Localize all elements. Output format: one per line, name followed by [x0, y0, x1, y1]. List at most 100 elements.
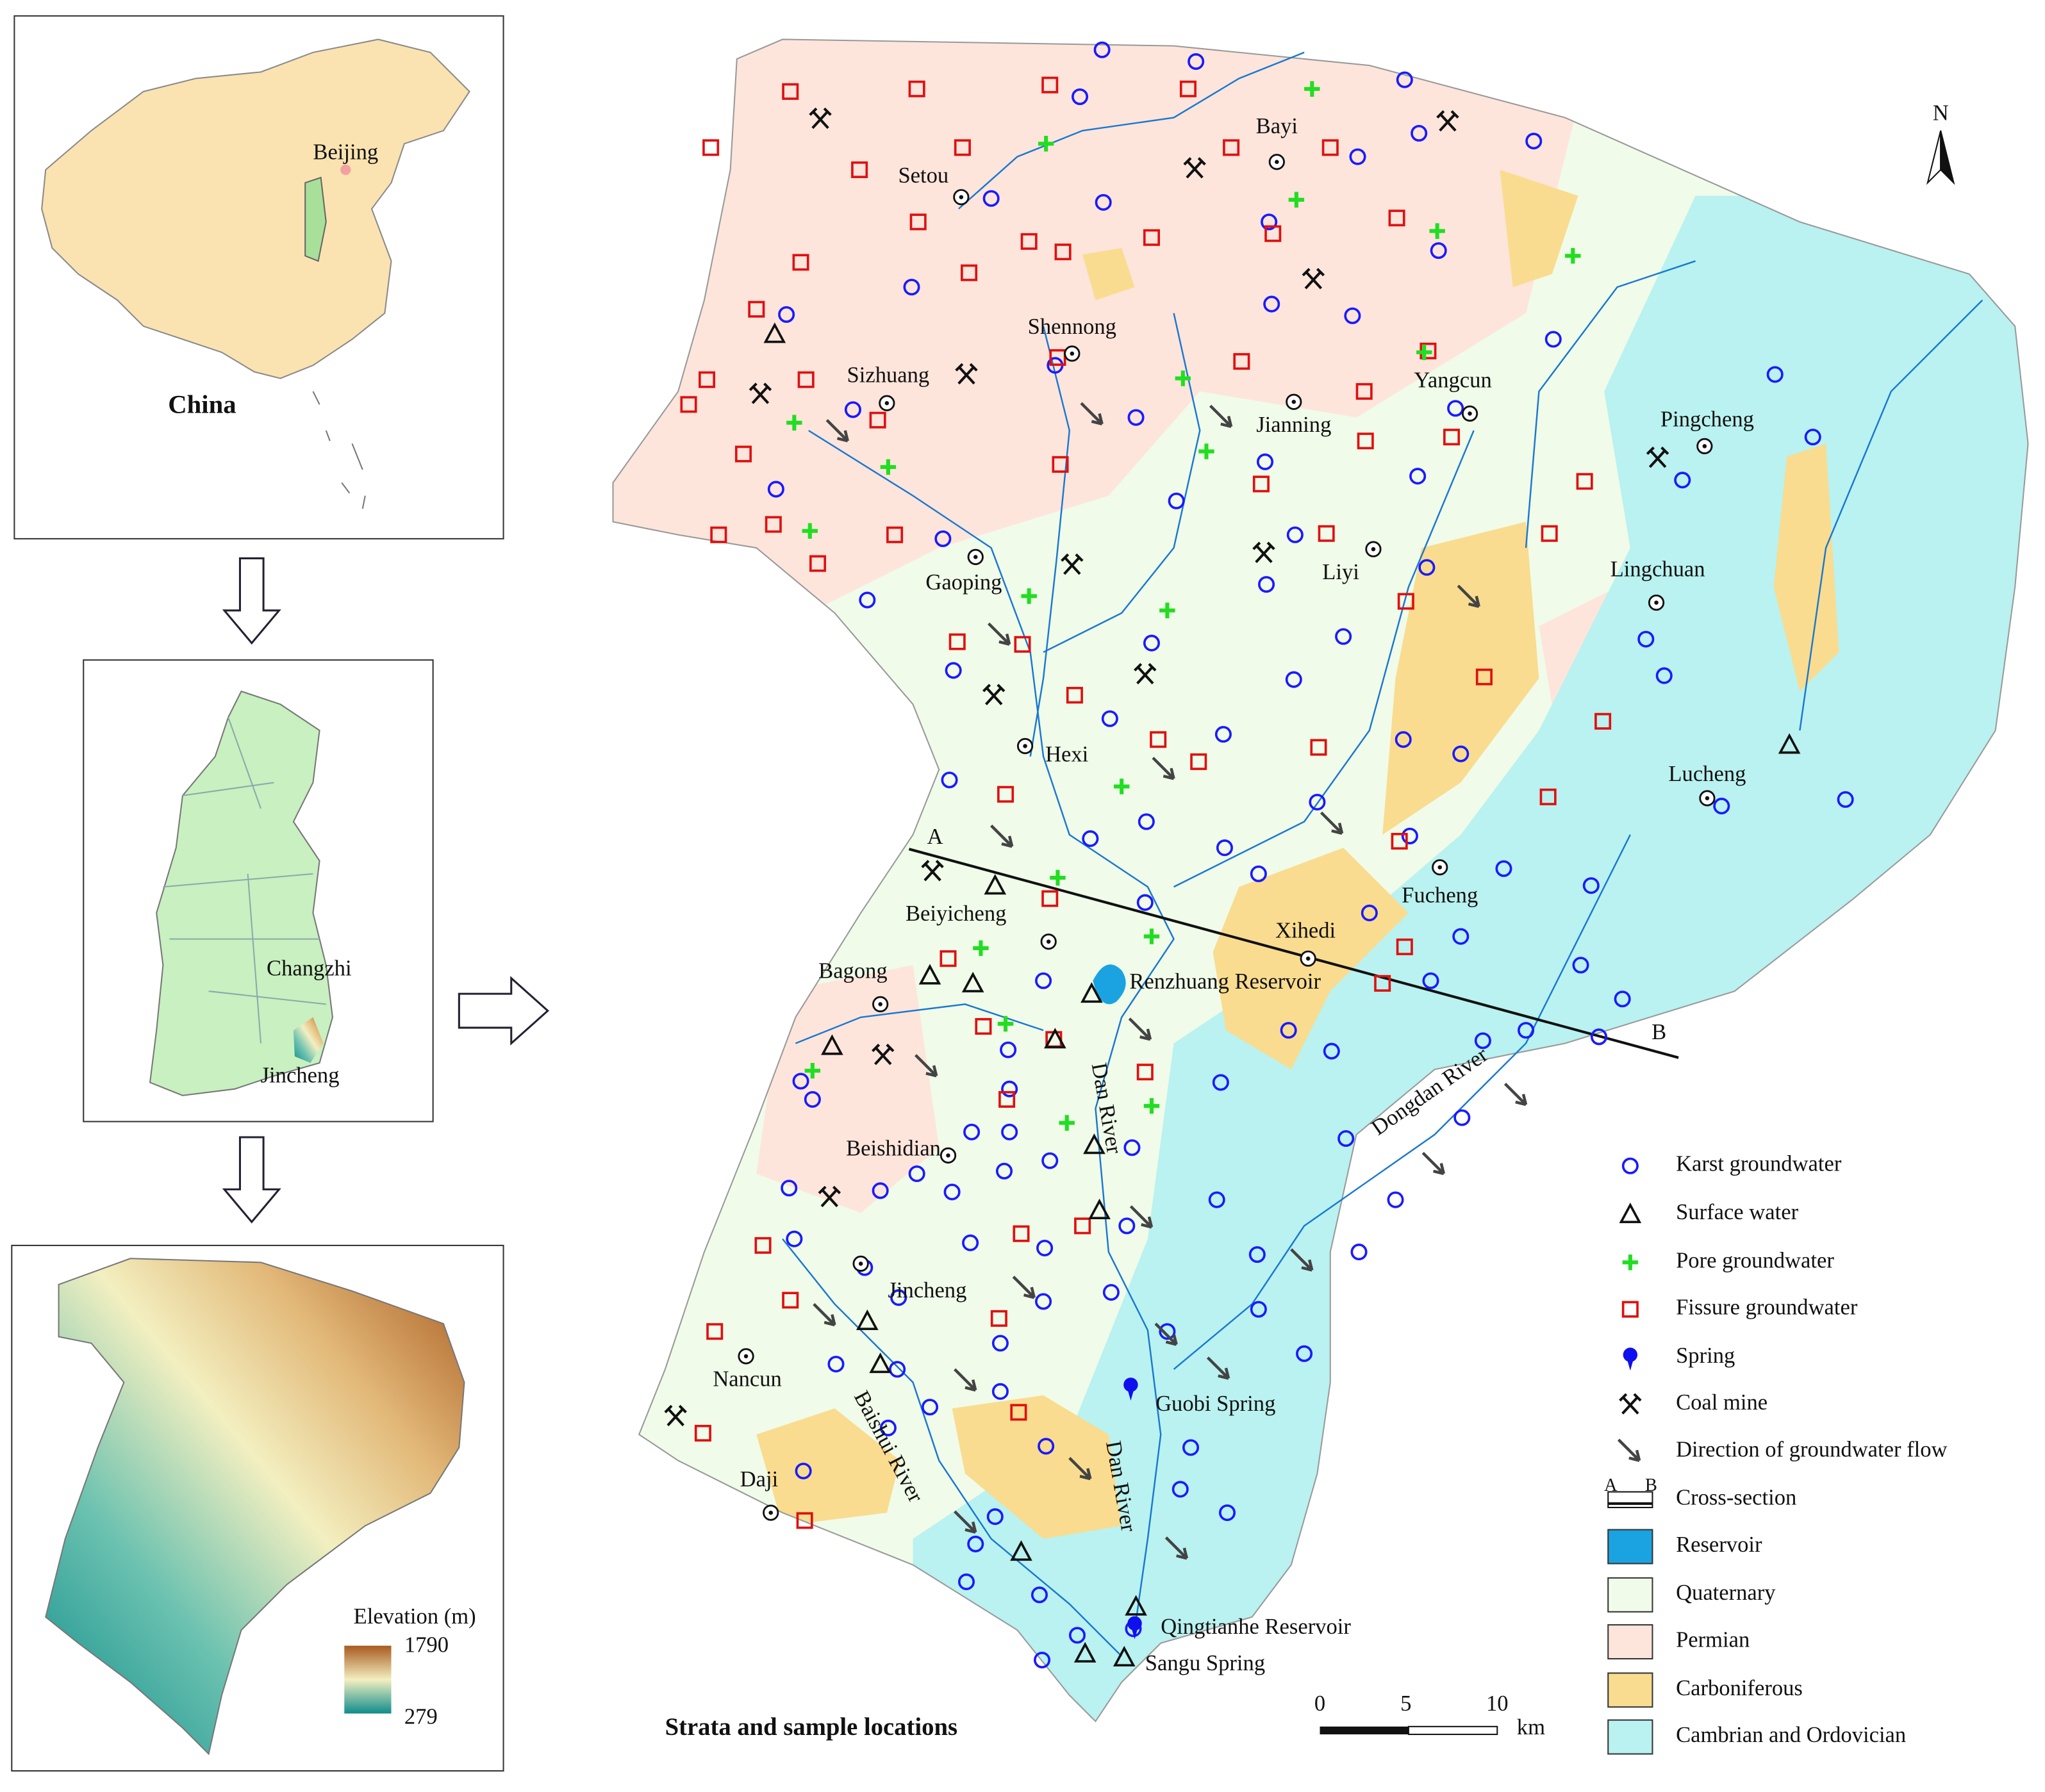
karst-sample	[859, 591, 876, 609]
karst-sample	[1309, 793, 1326, 810]
province-shape	[149, 690, 333, 1096]
flow-arrow	[1209, 404, 1233, 429]
fissure-sample	[694, 1424, 711, 1442]
fissure-sample	[797, 371, 815, 388]
river	[1173, 834, 1631, 1370]
coal-mine	[872, 1044, 895, 1065]
fissure-sample	[998, 1090, 1016, 1108]
legend-label: Fissure groundwater	[1676, 1295, 1858, 1320]
surface-sample	[821, 1034, 843, 1055]
flow-arrow	[1421, 1151, 1446, 1176]
karst-sample	[1208, 1191, 1225, 1208]
city-label: Beijing	[313, 140, 378, 164]
surface-sample	[763, 322, 786, 343]
place-label: Beiyicheng	[906, 901, 1006, 926]
karst-sample	[1031, 1586, 1048, 1604]
water-label: Sangu Spring	[1145, 1651, 1265, 1675]
fissure-sample	[1310, 739, 1327, 756]
surface-sample	[1088, 1198, 1111, 1219]
area-swatch	[1607, 1529, 1653, 1565]
fissure-sample	[975, 1017, 992, 1035]
karst-sample	[982, 190, 1000, 207]
scale-tick-label: 5	[1400, 1691, 1411, 1716]
fissure-sample	[1391, 833, 1408, 850]
fissure-sample	[940, 950, 957, 967]
surface-sample	[1010, 1540, 1032, 1561]
karst-sample	[1095, 193, 1112, 211]
karst-sample	[1350, 1244, 1368, 1261]
fissure-sample	[765, 516, 782, 533]
karst-sample	[1621, 1157, 1639, 1174]
fissure-sample	[1143, 229, 1160, 246]
flow-arrow	[1164, 1536, 1189, 1560]
surface-sample	[918, 964, 941, 985]
fissure-sample	[1014, 636, 1031, 653]
beijing-dot	[340, 164, 351, 176]
fissure-sample	[954, 139, 971, 156]
fissure-sample	[1443, 429, 1461, 446]
karst-sample	[957, 1573, 975, 1590]
karst-sample	[1395, 731, 1412, 748]
section-end: A	[927, 825, 943, 849]
karst-sample	[1637, 630, 1655, 648]
fissure-sample	[1318, 525, 1335, 542]
pore-sample	[1429, 223, 1445, 239]
surface-sample	[856, 1309, 879, 1330]
water-label: Guobi Spring	[1155, 1392, 1275, 1416]
karst-sample	[908, 1165, 925, 1182]
karst-sample	[1280, 1022, 1297, 1039]
karst-sample	[792, 1073, 809, 1090]
inset-label: Changzhi	[267, 956, 352, 980]
pore-sample	[1304, 81, 1320, 97]
karst-sample	[1572, 957, 1589, 974]
arrow	[222, 557, 281, 645]
spring	[1123, 1377, 1138, 1401]
place-label: Shennong	[1028, 315, 1116, 339]
town-dot	[1275, 160, 1279, 165]
karst-sample	[1766, 366, 1784, 383]
area-swatch	[1607, 1719, 1653, 1755]
fissure-sample	[1013, 1225, 1030, 1242]
fissure-sample	[1066, 687, 1083, 704]
surface-sample	[1073, 1641, 1097, 1663]
fissure-sample	[702, 139, 720, 156]
karst-sample	[1261, 213, 1278, 231]
karst-sample	[1035, 1293, 1052, 1310]
karst-sample	[1159, 1323, 1176, 1340]
karst-sample	[1182, 1439, 1200, 1456]
karst-sample	[804, 1090, 821, 1108]
karst-sample	[879, 1419, 897, 1436]
flow-arrow	[1290, 1248, 1314, 1272]
place-label: Daji	[740, 1467, 779, 1492]
river	[1173, 430, 1475, 888]
town-dot	[1023, 744, 1027, 748]
flow-arrow	[1154, 1322, 1178, 1346]
karst-sample	[941, 771, 958, 789]
karst-sample	[991, 1335, 1009, 1352]
place-label: Beishidian	[846, 1136, 941, 1160]
spring	[1623, 1347, 1638, 1371]
inset-label: Jincheng	[261, 1063, 340, 1087]
fissure-sample	[706, 1323, 724, 1340]
surface-sample	[1080, 982, 1103, 1003]
spring	[1127, 1616, 1142, 1640]
town-dot	[768, 1510, 773, 1515]
place-label: Bayi	[1256, 114, 1298, 138]
karst-sample	[1453, 1109, 1471, 1126]
flow-arrow	[813, 1303, 836, 1327]
flow-arrow	[1080, 402, 1104, 425]
karst-sample	[1349, 148, 1366, 165]
place-label: Hexi	[1045, 743, 1088, 767]
karst-sample	[1590, 1028, 1608, 1046]
pore-sample	[1288, 192, 1305, 208]
karst-sample	[1361, 904, 1378, 921]
flow-arrow	[954, 1368, 977, 1392]
karst-sample	[1001, 1080, 1018, 1097]
arrow	[222, 1136, 281, 1224]
fissure-sample	[782, 1292, 799, 1309]
town-dot	[1046, 939, 1051, 944]
river	[1525, 260, 1696, 548]
coal-mine	[921, 860, 944, 882]
flow-arrow	[1012, 1276, 1036, 1299]
